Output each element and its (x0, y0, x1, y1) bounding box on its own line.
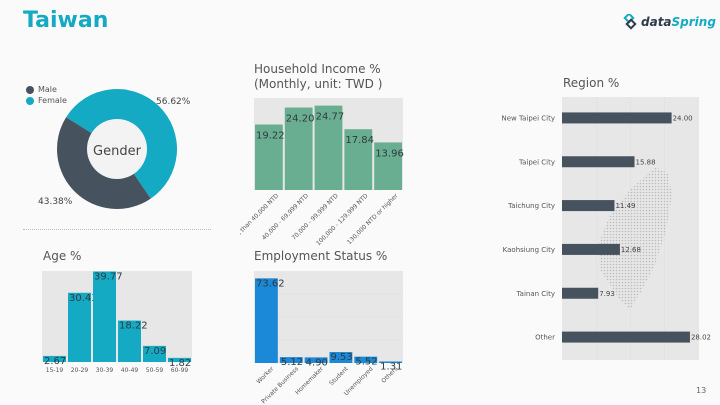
bar-3 (118, 320, 141, 362)
y-tick-label: Taipei City (518, 158, 555, 166)
page-number: 13 (696, 386, 707, 395)
income-title: Household Income % (254, 62, 381, 76)
bar-0 (562, 112, 672, 124)
logo-text-spring: Spring (671, 15, 716, 29)
bar-0 (255, 278, 278, 363)
x-tick-label: 30-39 (96, 367, 114, 374)
plot-background (42, 271, 192, 362)
taiwan-map-silhouette (598, 167, 672, 310)
gender-donut-chart: Gender 56.62% 43.38% (38, 89, 191, 210)
income-subtitle: (Monthly, unit: TWD ) (254, 77, 383, 91)
section-divider (23, 229, 211, 230)
age-chart-title: Age % (43, 249, 82, 263)
bar-2 (304, 357, 328, 363)
x-tick-label: 40-49 (121, 367, 139, 374)
legend-swatch-male (26, 85, 34, 94)
bar-value-label: 18.22 (119, 321, 148, 332)
x-tick-label: Worker (255, 365, 275, 385)
logo-icon (623, 14, 637, 30)
x-tick-label: 50-59 (146, 367, 164, 374)
y-tick-label: New Taipei City (502, 114, 555, 122)
gender-legend: Male Female (26, 84, 67, 106)
y-tick-label: Other (535, 334, 555, 342)
y-tick-label: Kaohsiung City (503, 246, 555, 254)
bar-1 (68, 292, 91, 362)
legend-label-female: Female (38, 96, 67, 105)
bar-3 (329, 352, 353, 363)
bar-value-label: 30.43 (69, 293, 98, 304)
x-tick-label: 60-99 (171, 367, 189, 374)
bar-0 (255, 124, 283, 190)
donut-center-label: Gender (93, 144, 142, 159)
datasprint-logo: dataSpring (622, 14, 716, 30)
bar-0 (43, 355, 66, 362)
x-tick-label: 20-29 (71, 367, 89, 374)
x-tick-label: Student (328, 365, 350, 387)
page-title: Taiwan (23, 8, 109, 33)
income-chart-title: Household Income % (Monthly, unit: TWD ) (254, 62, 382, 92)
female-percent-label: 56.62% (156, 97, 191, 107)
bar-value-label: 2.67 (44, 356, 66, 367)
bar-value-label: 11.49 (615, 202, 635, 210)
bar-value-label: 1.82 (169, 358, 191, 369)
male-percent-label: 43.38% (38, 197, 73, 207)
legend-swatch-female (26, 96, 34, 105)
bar-4 (354, 356, 378, 363)
bar-5 (379, 361, 402, 363)
bar-2 (314, 105, 343, 190)
bar-value-label: 17.84 (345, 135, 374, 146)
bar-2 (562, 200, 615, 212)
bar-value-label: 9.53 (331, 352, 353, 363)
region-chart-title: Region % (563, 76, 620, 90)
legend-item-male: Male (26, 84, 67, 95)
bar-value-label: 28.02 (691, 334, 711, 342)
region-bar-chart: 24.00 New Taipei City 15.88 Taipei City 11.4… (502, 97, 711, 360)
bar-value-label: 24.00 (673, 114, 693, 122)
bar-value-label: 73.62 (256, 278, 285, 289)
y-tick-label: Tainan City (516, 290, 555, 298)
bar-4 (143, 345, 166, 362)
bar-value-label: 12.68 (621, 246, 641, 254)
bar-value-label: 4.90 (306, 357, 328, 368)
bar-value-label: 15.88 (636, 158, 656, 166)
x-tick-label: 15-19 (46, 367, 64, 374)
bar-value-label: 5.12 (281, 357, 303, 368)
bar-4 (562, 287, 599, 299)
bar-5 (168, 357, 191, 362)
employment-chart-title: Employment Status % (254, 249, 388, 263)
x-tick-label: 130,000 NTD or higher (346, 192, 400, 246)
bar-value-label: 7.93 (599, 290, 615, 298)
bar-3 (344, 129, 373, 190)
donut-center (87, 119, 147, 179)
y-tick-label: Taichung City (507, 202, 555, 210)
legend-label-male: Male (38, 85, 57, 94)
legend-item-female: Female (26, 95, 67, 106)
bar-value-label: 1.31 (380, 361, 402, 372)
bar-3 (562, 243, 620, 255)
bar-value-label: 24.77 (316, 112, 345, 123)
bar-value-label: 7.09 (144, 346, 166, 357)
bar-1 (562, 156, 635, 168)
bar-2 (93, 271, 116, 362)
x-tick-label: 100,000 - 129,999 NTD (315, 192, 370, 247)
logo-text-data: data (641, 15, 672, 29)
bar-1 (284, 107, 313, 190)
bar-value-label: 24.20 (286, 114, 315, 125)
bar-value-label: 5.52 (355, 357, 377, 368)
bar-4 (374, 142, 402, 190)
bar-value-label: 19.22 (256, 131, 285, 142)
bar-1 (279, 357, 303, 363)
bar-value-label: 13.96 (375, 148, 404, 159)
bar-value-label: 39.77 (94, 272, 123, 283)
bar-5 (562, 331, 690, 343)
